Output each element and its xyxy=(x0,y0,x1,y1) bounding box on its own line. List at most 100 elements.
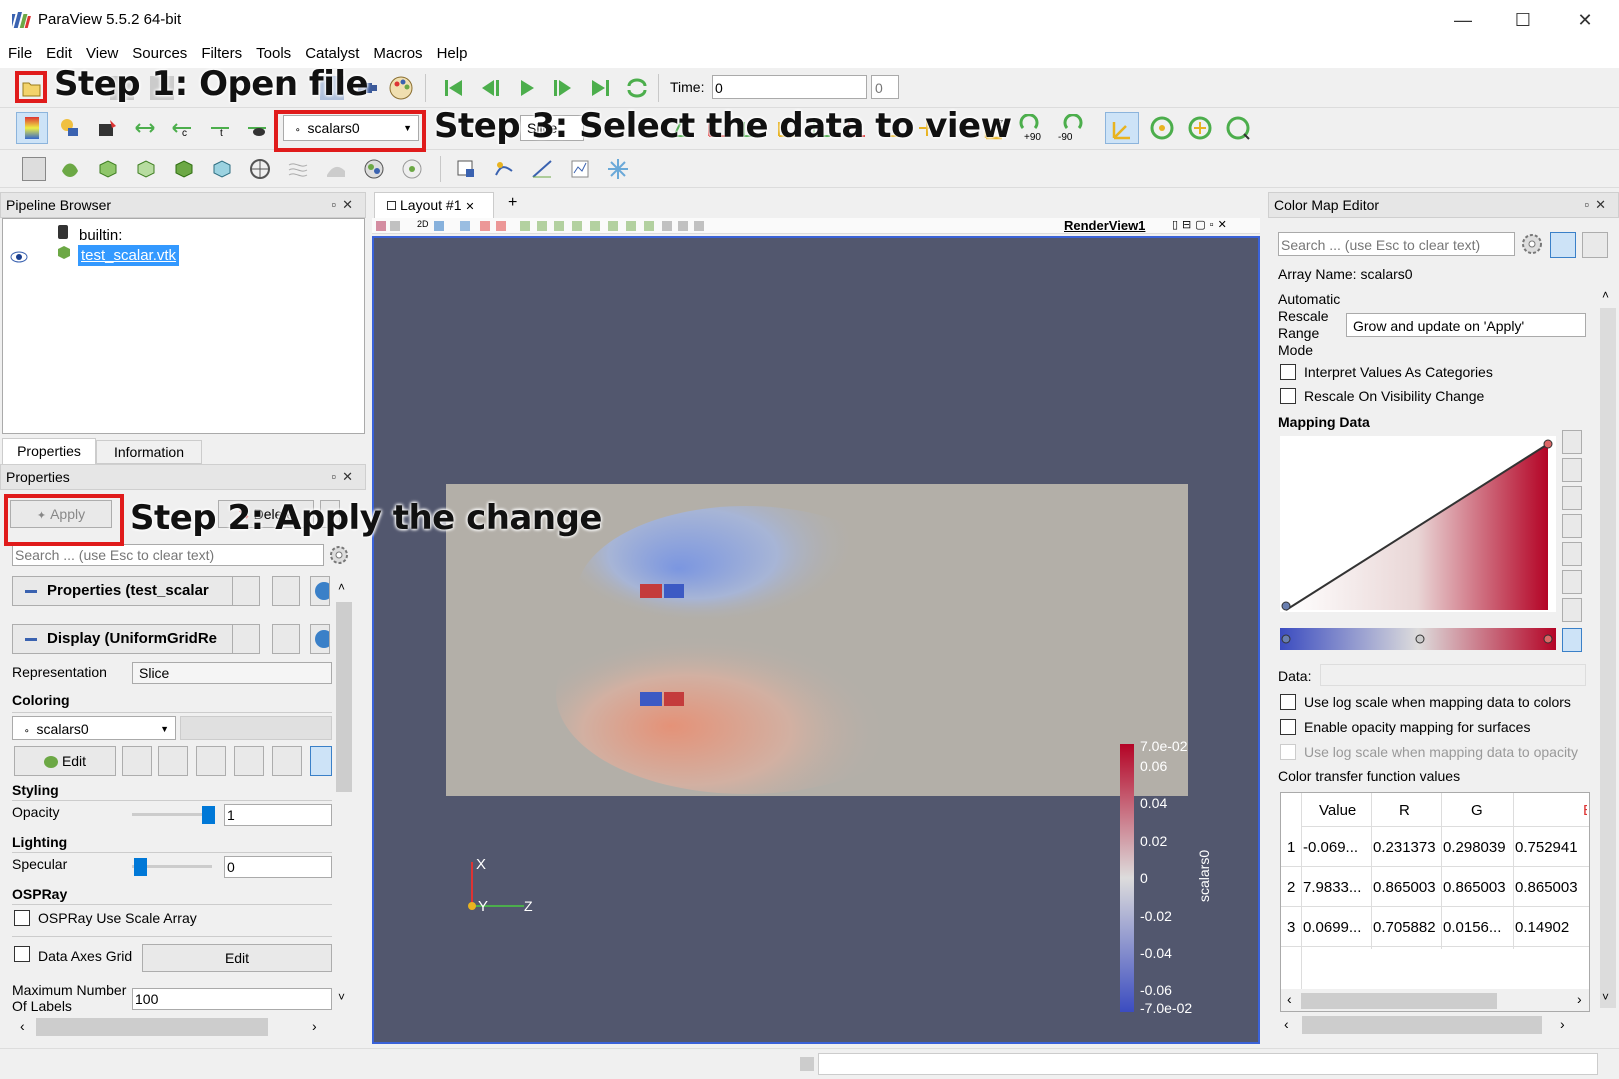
select-icon[interactable] xyxy=(590,221,600,231)
group-datasets-icon[interactable] xyxy=(362,157,386,181)
view-minus-x-icon[interactable] xyxy=(740,116,764,140)
properties-hscrollbar[interactable]: ‹ › xyxy=(12,1016,332,1038)
previous-frame-icon[interactable] xyxy=(478,76,502,100)
view-icon[interactable] xyxy=(460,221,470,231)
scroll-up-icon[interactable]: ˄ xyxy=(338,580,346,594)
table-hscrollbar[interactable]: ‹ › xyxy=(1281,989,1589,1011)
select-icon[interactable] xyxy=(626,221,636,231)
rescale-visible-icon[interactable] xyxy=(1562,514,1582,538)
rescale-mode-dropdown[interactable]: Grow and update on 'Apply' xyxy=(1346,313,1586,337)
plot-data-icon[interactable] xyxy=(568,157,592,181)
last-frame-icon[interactable] xyxy=(588,76,612,100)
properties-search-input[interactable]: Search ... (use Esc to clear text) xyxy=(12,544,324,566)
calculator-icon[interactable] xyxy=(22,157,46,181)
scroll-right-icon[interactable]: › xyxy=(312,1018,317,1034)
view-split-close-icons[interactable]: ▯⊟▢▫✕ xyxy=(1172,219,1231,231)
table-header-g[interactable]: G xyxy=(1471,802,1483,819)
menu-view[interactable]: View xyxy=(86,45,119,62)
menu-macros[interactable]: Macros xyxy=(373,45,423,62)
view-minus-z-icon[interactable] xyxy=(880,116,904,140)
opacity-slider-handle[interactable] xyxy=(202,806,215,824)
view-plus-y-icon[interactable] xyxy=(775,116,799,140)
python-calculator-icon[interactable] xyxy=(606,157,630,181)
minimize-button[interactable]: — xyxy=(1454,10,1472,30)
paste-properties-icon[interactable] xyxy=(272,576,300,606)
view-icon[interactable] xyxy=(496,221,506,231)
hscrollbar-thumb[interactable] xyxy=(1302,1016,1542,1034)
loop-icon[interactable] xyxy=(625,76,649,100)
rescale-temporal-icon[interactable]: t xyxy=(208,116,232,140)
advanced-icon[interactable] xyxy=(1562,628,1582,652)
server-icon[interactable] xyxy=(110,76,134,100)
contour-icon[interactable] xyxy=(58,157,82,181)
rescale-range-icon[interactable] xyxy=(1562,430,1582,454)
log-scale-colors-checkbox[interactable] xyxy=(1280,694,1296,710)
table-row[interactable]: 3 0.0699... 0.705882 0.0156... 0.14902 xyxy=(1281,907,1589,947)
tab-layout-1[interactable]: Layout #1 ✕ xyxy=(374,192,494,218)
menu-help[interactable]: Help xyxy=(436,45,468,62)
apply-button[interactable]: ✦ Apply xyxy=(10,500,112,528)
specular-input[interactable]: 0 xyxy=(224,856,332,878)
opacity-slider-track[interactable] xyxy=(132,813,212,816)
next-frame-icon[interactable] xyxy=(551,76,575,100)
properties-scrollbar[interactable]: ˄ ˅ xyxy=(334,580,354,1016)
rescale-temporal-icon[interactable] xyxy=(234,746,264,776)
select-icon[interactable] xyxy=(554,221,564,231)
find-data-icon[interactable] xyxy=(454,157,478,181)
tab-information[interactable]: Information xyxy=(96,440,202,464)
pipeline-item-test-scalar[interactable]: test_scalar.vtk xyxy=(78,245,180,266)
interaction-rotate-icon[interactable] xyxy=(1224,114,1252,142)
save-preset-icon[interactable] xyxy=(1582,232,1608,258)
data-axes-grid-checkbox[interactable] xyxy=(14,946,30,962)
menu-file[interactable]: File xyxy=(8,45,33,62)
hscrollbar-thumb[interactable] xyxy=(1301,993,1497,1009)
play-icon[interactable] xyxy=(515,76,539,100)
advanced-gear-icon[interactable] xyxy=(1520,232,1544,256)
selection-icon[interactable] xyxy=(390,221,400,231)
coloring-array-dropdown[interactable]: ⚬ scalars0 ▼ xyxy=(12,716,176,740)
undo-icon[interactable] xyxy=(320,76,344,100)
edit-color-map-icon[interactable] xyxy=(58,116,82,140)
clear-selection-icon[interactable] xyxy=(694,221,704,231)
extract-subset-icon[interactable] xyxy=(210,157,234,181)
visibility-eye-icon[interactable] xyxy=(10,251,28,263)
pick-center-icon[interactable] xyxy=(1186,114,1214,142)
view-direction-z-icon[interactable]: -Z xyxy=(980,116,1008,140)
select-icon[interactable] xyxy=(608,221,618,231)
scroll-right-icon[interactable]: › xyxy=(1577,991,1582,1007)
representation-dropdown[interactable]: Slice xyxy=(132,662,332,684)
ospray-scale-checkbox[interactable] xyxy=(14,910,30,926)
copy-properties-icon[interactable] xyxy=(232,576,260,606)
table-row[interactable]: 2 7.9833... 0.865003 0.865003 0.865003 xyxy=(1281,867,1589,907)
center-axes-toggle[interactable] xyxy=(1105,112,1139,144)
stream-tracer-icon[interactable] xyxy=(286,157,310,181)
select-icon[interactable] xyxy=(572,221,582,231)
close-tab-icon[interactable]: ✕ xyxy=(465,201,475,213)
select-icon[interactable] xyxy=(662,221,672,231)
isometric-view-icon[interactable] xyxy=(915,116,939,140)
rescale-range-icon[interactable] xyxy=(158,746,188,776)
camera-icon[interactable] xyxy=(355,76,379,100)
edit-color-map-button[interactable]: Edit xyxy=(14,746,116,776)
threshold-icon[interactable] xyxy=(172,157,196,181)
favorites-icon[interactable] xyxy=(1562,570,1582,594)
close-window-button[interactable]: ✕ xyxy=(1577,10,1593,30)
rescale-visibility-checkbox[interactable] xyxy=(1280,388,1296,404)
view-icon[interactable] xyxy=(480,221,490,231)
specular-slider-handle[interactable] xyxy=(134,858,147,876)
copy-display-icon[interactable] xyxy=(232,624,260,654)
table-header-r[interactable]: R xyxy=(1399,802,1410,819)
extract-level-icon[interactable] xyxy=(400,157,424,181)
max-labels-input[interactable]: 100 xyxy=(132,988,332,1010)
rescale-data-range-icon[interactable] xyxy=(133,116,157,140)
select-icon[interactable] xyxy=(520,221,530,231)
scrollbar-thumb[interactable] xyxy=(336,602,352,792)
scroll-left-icon[interactable]: ‹ xyxy=(1287,991,1292,1007)
delete-button[interactable]: ✖ Delete xyxy=(218,500,314,528)
reset-center-icon[interactable] xyxy=(1148,114,1176,142)
favorites-icon[interactable] xyxy=(272,746,302,776)
menu-tools[interactable]: Tools xyxy=(256,45,292,62)
opacity-input[interactable]: 1 xyxy=(224,804,332,826)
rotate-clockwise-icon[interactable] xyxy=(1017,114,1045,134)
table-header-b[interactable]: B xyxy=(1563,802,1587,819)
